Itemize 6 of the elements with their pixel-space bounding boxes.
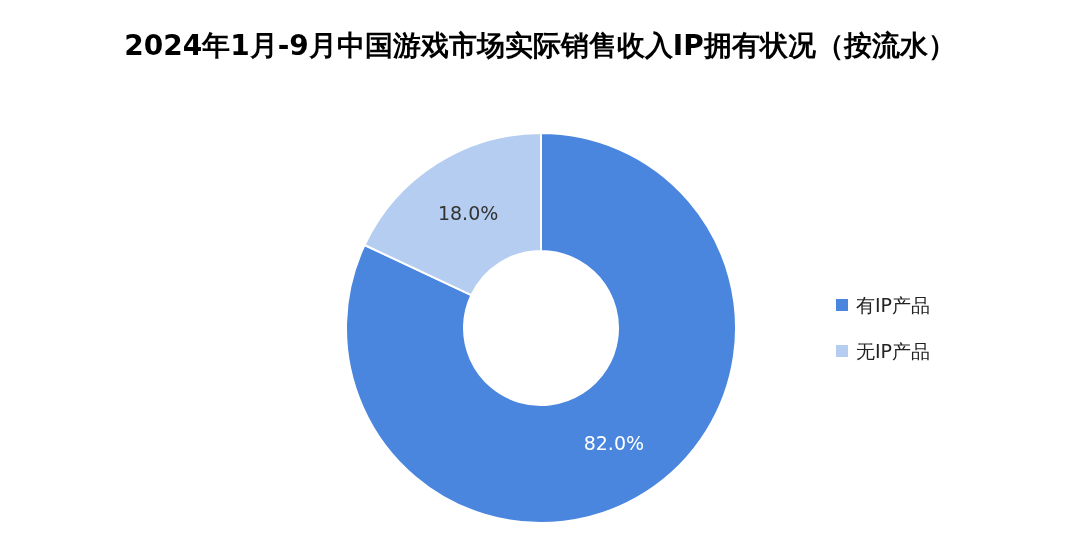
data-label: 82.0%	[583, 431, 645, 454]
legend-label: 无IP产品	[856, 340, 931, 362]
data-label: 18.0%	[437, 202, 499, 225]
donut-slice	[345, 132, 737, 524]
chart-title: 2024年1月-9月中国游戏市场实际销售收入IP拥有状况（按流水）	[124, 29, 956, 62]
legend-label: 有IP产品	[856, 294, 931, 316]
